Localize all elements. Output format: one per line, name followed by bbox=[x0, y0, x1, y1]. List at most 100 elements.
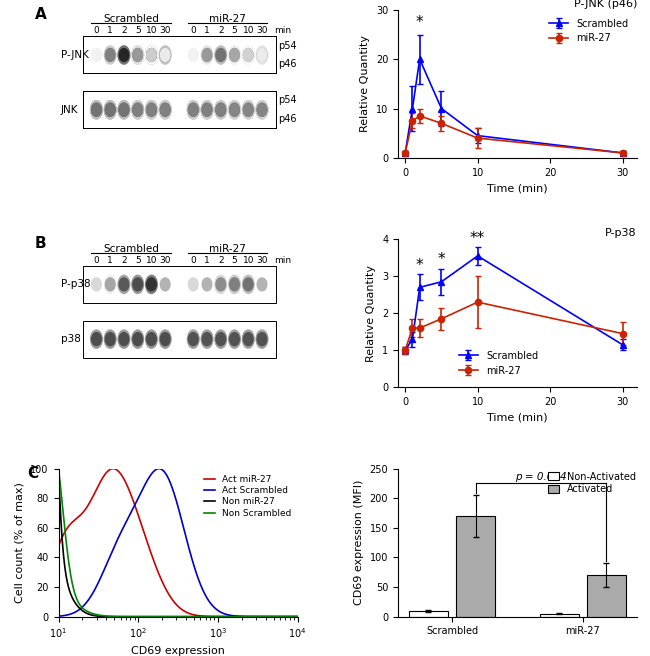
Text: 1: 1 bbox=[204, 256, 210, 264]
Ellipse shape bbox=[159, 46, 171, 64]
Text: B: B bbox=[34, 236, 46, 251]
X-axis label: Time (min): Time (min) bbox=[487, 413, 548, 422]
Ellipse shape bbox=[216, 333, 226, 346]
Ellipse shape bbox=[188, 278, 198, 291]
Text: p54: p54 bbox=[278, 96, 297, 106]
Text: 10: 10 bbox=[146, 26, 157, 35]
Ellipse shape bbox=[202, 103, 212, 116]
Ellipse shape bbox=[133, 49, 142, 62]
Ellipse shape bbox=[201, 46, 213, 64]
Ellipse shape bbox=[188, 103, 198, 116]
Ellipse shape bbox=[119, 103, 129, 116]
Legend: Non-Activated, Activated: Non-Activated, Activated bbox=[547, 470, 637, 495]
Text: Scrambled: Scrambled bbox=[103, 243, 159, 254]
Text: 5: 5 bbox=[135, 256, 140, 264]
Bar bbox=[83, 37, 276, 73]
Text: 0: 0 bbox=[190, 256, 196, 264]
Text: 30: 30 bbox=[256, 256, 268, 264]
Text: 5: 5 bbox=[231, 256, 237, 264]
Ellipse shape bbox=[90, 276, 102, 293]
Text: 1: 1 bbox=[107, 26, 113, 35]
Ellipse shape bbox=[161, 278, 170, 291]
Ellipse shape bbox=[146, 100, 157, 119]
Ellipse shape bbox=[147, 49, 156, 62]
Ellipse shape bbox=[92, 49, 101, 62]
Ellipse shape bbox=[201, 46, 213, 64]
Y-axis label: CD69 expression (MFI): CD69 expression (MFI) bbox=[354, 480, 364, 605]
Ellipse shape bbox=[119, 103, 129, 116]
Ellipse shape bbox=[132, 100, 144, 119]
Ellipse shape bbox=[159, 100, 171, 119]
Ellipse shape bbox=[105, 103, 115, 116]
Ellipse shape bbox=[216, 103, 226, 116]
Ellipse shape bbox=[159, 276, 171, 293]
Ellipse shape bbox=[132, 46, 144, 64]
Ellipse shape bbox=[202, 333, 212, 346]
Text: 10: 10 bbox=[146, 256, 157, 264]
Ellipse shape bbox=[92, 49, 101, 62]
Ellipse shape bbox=[244, 49, 253, 62]
Ellipse shape bbox=[242, 330, 254, 348]
Ellipse shape bbox=[161, 103, 170, 116]
Ellipse shape bbox=[105, 49, 115, 62]
Ellipse shape bbox=[229, 100, 240, 119]
Ellipse shape bbox=[202, 49, 212, 62]
Text: 30: 30 bbox=[256, 26, 268, 35]
Ellipse shape bbox=[146, 46, 157, 64]
Text: 1: 1 bbox=[107, 256, 113, 264]
Ellipse shape bbox=[159, 100, 171, 119]
Ellipse shape bbox=[244, 49, 253, 62]
Text: 0: 0 bbox=[94, 26, 99, 35]
Ellipse shape bbox=[257, 103, 266, 116]
Ellipse shape bbox=[188, 49, 198, 62]
Ellipse shape bbox=[229, 46, 240, 64]
Text: *: * bbox=[437, 252, 445, 267]
Bar bbox=[409, 611, 448, 617]
Text: 10: 10 bbox=[242, 26, 254, 35]
Bar bbox=[456, 516, 495, 617]
Ellipse shape bbox=[216, 103, 226, 116]
Ellipse shape bbox=[187, 100, 199, 119]
Ellipse shape bbox=[229, 333, 239, 346]
Text: miR-27: miR-27 bbox=[209, 14, 246, 24]
Text: 2: 2 bbox=[218, 256, 224, 264]
Text: P-p38: P-p38 bbox=[61, 279, 90, 289]
Ellipse shape bbox=[90, 100, 102, 119]
Ellipse shape bbox=[201, 276, 213, 293]
Ellipse shape bbox=[92, 103, 101, 116]
Legend: Scrambled, miR-27: Scrambled, miR-27 bbox=[455, 347, 542, 379]
Text: 5: 5 bbox=[135, 26, 140, 35]
Text: 30: 30 bbox=[159, 256, 171, 264]
Ellipse shape bbox=[257, 278, 266, 291]
Ellipse shape bbox=[147, 49, 156, 62]
Text: *: * bbox=[416, 258, 424, 272]
Ellipse shape bbox=[229, 49, 239, 62]
X-axis label: Time (min): Time (min) bbox=[487, 183, 548, 193]
Ellipse shape bbox=[132, 330, 144, 348]
Ellipse shape bbox=[242, 100, 254, 119]
Bar bbox=[83, 37, 276, 73]
Ellipse shape bbox=[256, 100, 268, 119]
Y-axis label: Cell count (% of max): Cell count (% of max) bbox=[15, 482, 25, 603]
Legend: Act miR-27, Act Scrambled, Non miR-27, Non Scrambled: Act miR-27, Act Scrambled, Non miR-27, N… bbox=[202, 473, 293, 520]
Ellipse shape bbox=[188, 333, 198, 346]
Ellipse shape bbox=[215, 276, 227, 293]
Ellipse shape bbox=[229, 100, 240, 119]
Ellipse shape bbox=[105, 100, 116, 119]
Ellipse shape bbox=[229, 46, 240, 64]
Ellipse shape bbox=[146, 100, 157, 119]
Ellipse shape bbox=[187, 276, 199, 293]
Ellipse shape bbox=[229, 276, 240, 293]
Ellipse shape bbox=[147, 103, 156, 116]
Text: 30: 30 bbox=[159, 26, 171, 35]
Ellipse shape bbox=[133, 103, 142, 116]
Ellipse shape bbox=[244, 103, 253, 116]
Ellipse shape bbox=[216, 49, 226, 62]
Ellipse shape bbox=[133, 49, 142, 62]
Ellipse shape bbox=[119, 49, 129, 62]
Ellipse shape bbox=[118, 330, 130, 348]
Ellipse shape bbox=[242, 46, 254, 64]
Ellipse shape bbox=[90, 330, 102, 348]
Ellipse shape bbox=[161, 103, 170, 116]
Ellipse shape bbox=[187, 100, 199, 119]
